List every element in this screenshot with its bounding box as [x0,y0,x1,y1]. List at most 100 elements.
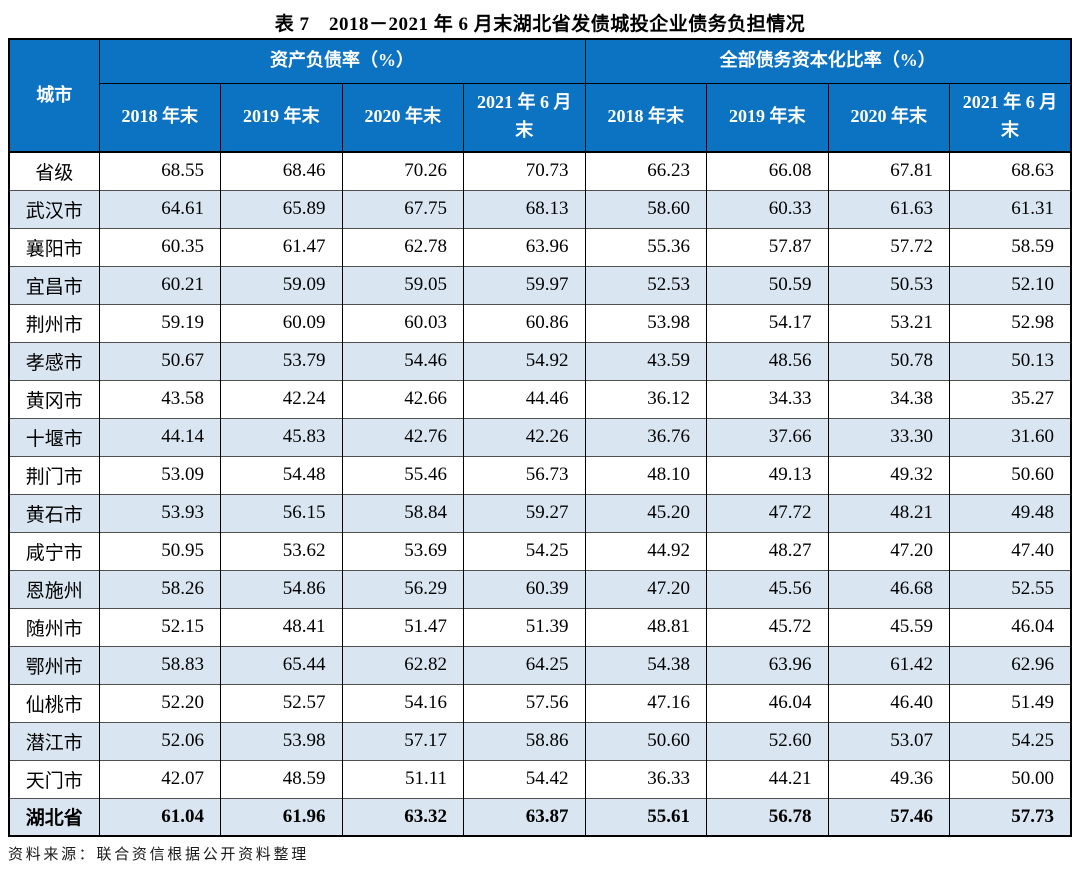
table-row: 咸宁市 50.95 53.62 53.69 54.25 44.92 48.27 47.20 47… [8,531,1072,570]
col-header-2020: 2020 年末 [341,82,464,153]
value-cell: 63.32 [341,797,464,836]
value-cell: 64.25 [463,645,586,684]
value-cell: 53.62 [220,531,343,570]
value-cell: 60.09 [220,303,343,342]
value-cell: 70.73 [463,151,586,190]
value-cell: 60.33 [706,189,829,228]
value-cell: 55.61 [584,797,707,836]
col-header-2018: 2018 年末 [584,82,707,153]
value-cell: 57.56 [463,683,586,722]
value-cell: 44.46 [463,379,586,418]
value-cell: 46.04 [949,607,1072,646]
value-cell: 48.41 [220,607,343,646]
city-cell: 随州市 [8,607,100,646]
value-cell: 66.08 [706,151,829,190]
value-cell: 45.72 [706,607,829,646]
value-cell: 54.46 [341,341,464,380]
table-row: 天门市 42.07 48.59 51.11 54.42 36.33 44.21 49.36 50… [8,759,1072,798]
value-cell: 47.16 [584,683,707,722]
value-cell: 50.00 [949,759,1072,798]
table-row: 随州市 52.15 48.41 51.47 51.39 48.81 45.72 45.59 46… [8,607,1072,646]
value-cell: 67.75 [341,189,464,228]
value-cell: 52.53 [584,265,707,304]
city-cell: 十堰市 [8,417,100,456]
value-cell: 53.98 [584,303,707,342]
value-cell: 53.79 [220,341,343,380]
value-cell: 68.13 [463,189,586,228]
value-cell: 48.10 [584,455,707,494]
value-cell: 58.26 [98,569,221,608]
value-cell: 60.03 [341,303,464,342]
value-cell: 58.86 [463,721,586,760]
value-cell: 49.48 [949,493,1072,532]
value-cell: 60.21 [98,265,221,304]
value-cell: 56.73 [463,455,586,494]
value-cell: 45.83 [220,417,343,456]
header-group-row: 城市 资产负债率（%） 全部债务资本化比率（%） [8,38,1072,153]
value-cell: 52.15 [98,607,221,646]
city-cell: 鄂州市 [8,645,100,684]
table-title: 表 7 2018－2021 年 6 月末湖北省发债城投企业债务负担情况 [274,14,806,35]
value-cell: 50.60 [584,721,707,760]
value-cell: 54.17 [706,303,829,342]
value-cell: 57.72 [827,227,950,266]
value-cell: 47.20 [584,569,707,608]
city-cell: 襄阳市 [8,227,100,266]
city-cell: 荆州市 [8,303,100,342]
group-header-debt-capitalization-ratio: 全部债务资本化比率（%） [584,38,1072,84]
debt-burden-table: 城市 资产负债率（%） 全部债务资本化比率（%） 2018 年末 2019 年末… [8,38,1072,837]
table-row: 黄石市 53.93 56.15 58.84 59.27 45.20 47.72 48.21 49… [8,493,1072,532]
value-cell: 62.82 [341,645,464,684]
value-cell: 50.13 [949,341,1072,380]
city-cell: 潜江市 [8,721,100,760]
value-cell: 59.05 [341,265,464,304]
value-cell: 52.60 [706,721,829,760]
value-cell: 53.07 [827,721,950,760]
value-cell: 46.68 [827,569,950,608]
city-cell: 宜昌市 [8,265,100,304]
value-cell: 53.09 [98,455,221,494]
city-cell: 仙桃市 [8,683,100,722]
value-cell: 55.46 [341,455,464,494]
value-cell: 42.66 [341,379,464,418]
value-cell: 52.57 [220,683,343,722]
city-cell: 省级 [8,151,100,190]
value-cell: 43.59 [584,341,707,380]
value-cell: 68.46 [220,151,343,190]
value-cell: 44.92 [584,531,707,570]
table-row: 荆门市 53.09 54.48 55.46 56.73 48.10 49.13 49.32 50… [8,455,1072,494]
value-cell: 70.26 [341,151,464,190]
value-cell: 36.12 [584,379,707,418]
table-row: 潜江市 52.06 53.98 57.17 58.86 50.60 52.60 53.07 54… [8,721,1072,760]
value-cell: 45.20 [584,493,707,532]
value-cell: 33.30 [827,417,950,456]
value-cell: 46.04 [706,683,829,722]
city-cell: 武汉市 [8,189,100,228]
city-cell: 湖北省 [8,797,100,836]
value-cell: 46.40 [827,683,950,722]
value-cell: 51.49 [949,683,1072,722]
value-cell: 43.58 [98,379,221,418]
col-header-2020: 2020 年末 [827,82,950,153]
value-cell: 50.60 [949,455,1072,494]
value-cell: 48.21 [827,493,950,532]
value-cell: 54.42 [463,759,586,798]
value-cell: 44.21 [706,759,829,798]
value-cell: 48.27 [706,531,829,570]
value-cell: 34.38 [827,379,950,418]
table-row: 十堰市 44.14 45.83 42.76 42.26 36.76 37.66 33.30 31… [8,417,1072,456]
value-cell: 54.48 [220,455,343,494]
value-cell: 49.32 [827,455,950,494]
value-cell: 51.47 [341,607,464,646]
value-cell: 68.63 [949,151,1072,190]
table-header: 城市 资产负债率（%） 全部债务资本化比率（%） 2018 年末 2019 年末… [8,38,1072,153]
value-cell: 57.73 [949,797,1072,836]
value-cell: 65.89 [220,189,343,228]
value-cell: 53.69 [341,531,464,570]
value-cell: 60.35 [98,227,221,266]
city-cell: 黄冈市 [8,379,100,418]
table-row: 鄂州市 58.83 65.44 62.82 64.25 54.38 63.96 61.42 62… [8,645,1072,684]
value-cell: 45.59 [827,607,950,646]
table-row: 湖北省 61.04 61.96 63.32 63.87 55.61 56.78 57.46 57… [8,797,1072,836]
data-source-note: 资料来源：联合资信根据公开资料整理 [8,847,309,863]
